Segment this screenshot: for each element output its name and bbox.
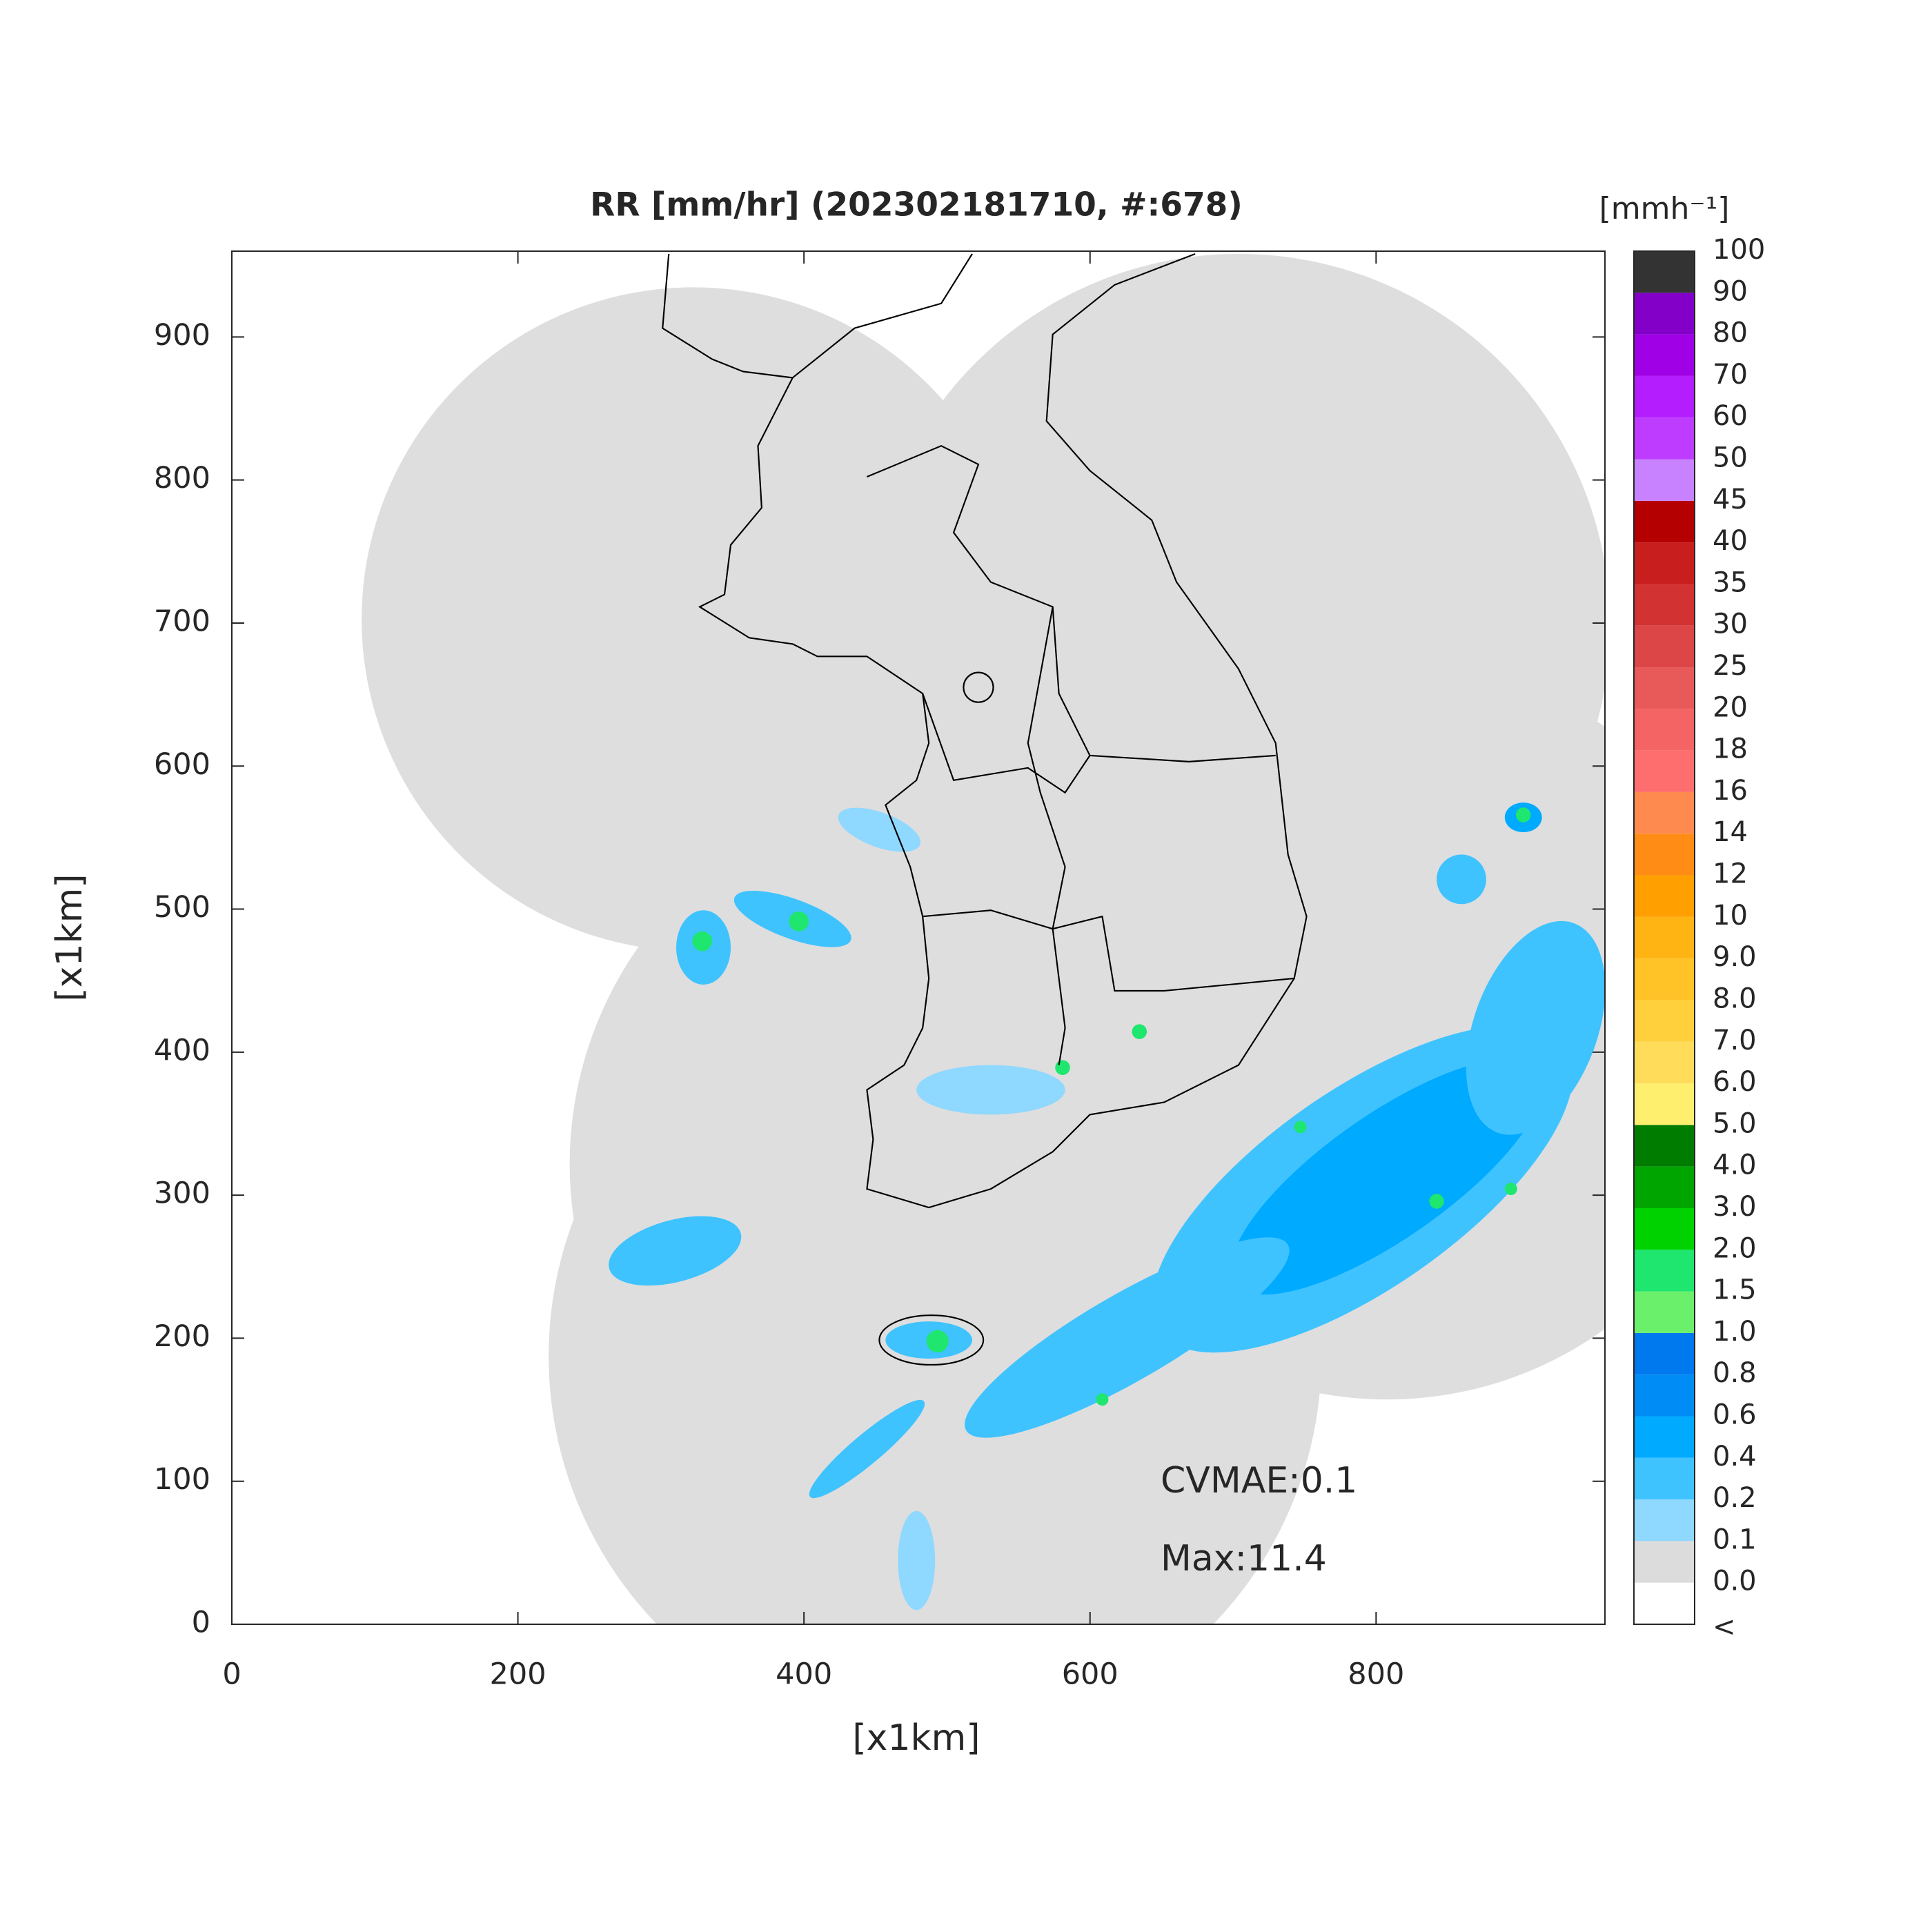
colorbar-swatch — [1634, 1374, 1695, 1417]
colorbar-swatch — [1634, 1541, 1695, 1583]
colorbar-label: 30 — [1713, 609, 1748, 640]
colorbar-label: 2.0 — [1713, 1232, 1757, 1264]
y-tick-label: 500 — [154, 890, 210, 925]
colorbar-label: 6.0 — [1713, 1066, 1757, 1098]
colorbar-swatch — [1634, 1125, 1695, 1167]
y-tick-label: 800 — [154, 461, 210, 495]
map-area — [362, 253, 1605, 1624]
y-tick-label: 0 — [192, 1606, 210, 1640]
rain-echo — [609, 802, 1605, 1610]
colorbar-label: 0.2 — [1713, 1482, 1757, 1514]
colorbar-label: 1.0 — [1713, 1316, 1757, 1348]
colorbar-swatch — [1634, 584, 1695, 626]
colorbar-swatch — [1634, 417, 1695, 460]
colorbar-label: 20 — [1713, 691, 1748, 723]
colorbar-label: 5.0 — [1713, 1107, 1757, 1139]
colorbar-swatch — [1634, 375, 1695, 418]
colorbar-label: 8.0 — [1713, 983, 1757, 1014]
colorbar-swatch — [1634, 1041, 1695, 1084]
colorbar-label: 100 — [1713, 234, 1765, 266]
colorbar-label: 25 — [1713, 650, 1748, 682]
y-tick-label: 200 — [154, 1319, 210, 1354]
colorbar-swatch — [1634, 1000, 1695, 1042]
colorbar-label: 0.8 — [1713, 1357, 1757, 1389]
y-tick-label: 300 — [154, 1176, 210, 1211]
colorbar-label: 10 — [1713, 900, 1748, 931]
colorbar-label: 9.0 — [1713, 941, 1757, 973]
colorbar-label: 12 — [1713, 858, 1748, 890]
colorbar-label: 14 — [1713, 816, 1748, 848]
colorbar-swatch — [1634, 1083, 1695, 1125]
colorbar-frame — [1633, 250, 1695, 1625]
colorbar-swatch — [1634, 1499, 1695, 1541]
colorbar-label: 18 — [1713, 733, 1748, 765]
colorbar-swatch — [1634, 1250, 1695, 1292]
colorbar-label: < — [1713, 1611, 1736, 1643]
colorbar-swatch — [1634, 1582, 1695, 1624]
x-tick-label: 200 — [490, 1657, 546, 1692]
annotation: CVMAE:0.1 — [1161, 1460, 1357, 1501]
y-tick-label: 400 — [154, 1033, 210, 1067]
colorbar-swatch — [1634, 625, 1695, 668]
y-axis-label: [x1km] — [49, 874, 90, 1001]
colorbar-swatch — [1634, 542, 1695, 584]
colorbar-label: 16 — [1713, 775, 1748, 807]
x-tick-label: 600 — [1062, 1657, 1118, 1692]
colorbar-swatch — [1634, 709, 1695, 751]
radar-field — [362, 253, 1605, 1624]
x-tick-label: 800 — [1348, 1657, 1404, 1692]
y-tick-label: 700 — [154, 604, 210, 638]
colorbar-swatch — [1634, 1416, 1695, 1458]
colorbar-swatch — [1634, 500, 1695, 543]
colorbar-label: 40 — [1713, 525, 1748, 557]
colorbar-swatch — [1634, 334, 1695, 376]
colorbar-label: 35 — [1713, 566, 1748, 598]
colorbar-label: 45 — [1713, 484, 1748, 515]
colorbar-label: 80 — [1713, 317, 1748, 349]
x-tick-label: 400 — [776, 1657, 832, 1692]
colorbar-label: 60 — [1713, 400, 1748, 432]
colorbar-label: 90 — [1713, 275, 1748, 307]
colorbar-unit: [mmh⁻¹] — [1599, 191, 1730, 226]
colorbar-swatch — [1634, 251, 1695, 293]
x-tick-label: 0 — [222, 1657, 241, 1692]
colorbar-swatch — [1634, 834, 1695, 876]
colorbar-swatch — [1634, 459, 1695, 501]
radar-coverage — [362, 254, 1605, 1624]
colorbar-label: 1.5 — [1713, 1274, 1757, 1306]
colorbar-swatch — [1634, 750, 1695, 792]
colorbar-swatch — [1634, 1332, 1695, 1375]
coastline — [662, 253, 1308, 1366]
colorbar-swatch — [1634, 667, 1695, 709]
colorbar-swatch — [1634, 1166, 1695, 1208]
x-axis-label: [x1km] — [852, 1717, 980, 1759]
colorbar-label: 0.6 — [1713, 1399, 1757, 1430]
colorbar-label: 3.0 — [1713, 1191, 1757, 1223]
colorbar-swatch — [1634, 916, 1695, 959]
colorbar-swatch — [1634, 293, 1695, 335]
colorbar-swatch — [1634, 875, 1695, 917]
colorbar-label: 0.1 — [1713, 1524, 1757, 1555]
colorbar-swatch — [1634, 958, 1695, 1000]
colorbar-label: 7.0 — [1713, 1025, 1757, 1056]
colorbar-swatch — [1634, 1208, 1695, 1250]
chart-title: RR [mm/hr] (202302181710, #:678) — [590, 186, 1243, 224]
colorbar-label: 4.0 — [1713, 1150, 1757, 1181]
colorbar-label: 0.4 — [1713, 1441, 1757, 1472]
colorbar-swatch — [1634, 791, 1695, 834]
colorbar-swatch — [1634, 1457, 1695, 1500]
annotation: Max:11.4 — [1161, 1538, 1327, 1579]
colorbar-swatch — [1634, 1291, 1695, 1333]
y-tick-label: 100 — [154, 1462, 210, 1497]
colorbar-label: 50 — [1713, 442, 1748, 474]
y-tick-label: 900 — [154, 318, 210, 353]
y-tick-label: 600 — [154, 747, 210, 782]
colorbar-label: 70 — [1713, 359, 1748, 391]
plot-frame — [231, 250, 1606, 1625]
colorbar-label: 0.0 — [1713, 1566, 1757, 1597]
